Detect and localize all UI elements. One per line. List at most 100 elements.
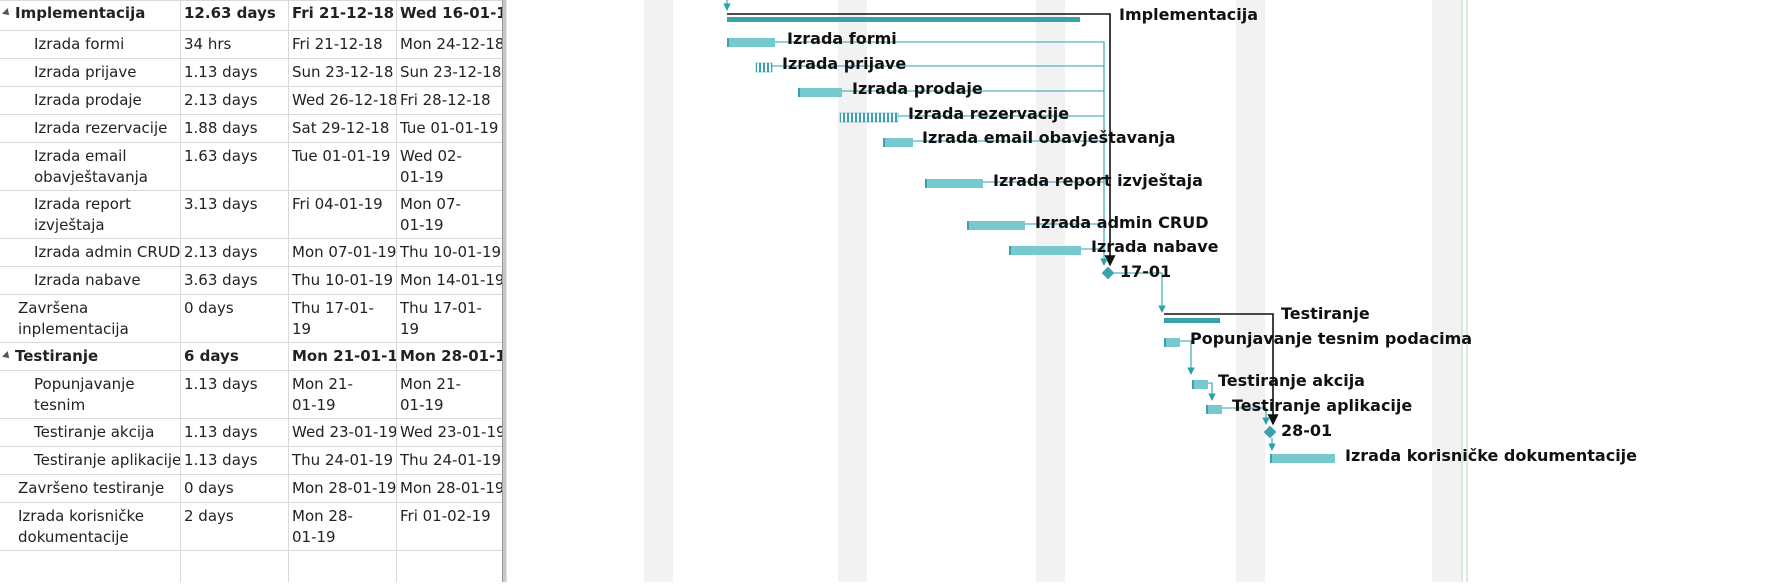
task-duration[interactable]: 12.63 days [180,0,288,30]
empty-cell[interactable] [288,551,396,582]
task-start[interactable]: Mon 07-01-19 [288,239,396,266]
task-finish[interactable]: Wed 16-01-19 [396,0,502,30]
task-duration[interactable]: 1.88 days [180,115,288,142]
task-duration[interactable]: 0 days [180,475,288,502]
task-start[interactable]: Sun 23-12-18 [288,59,396,86]
task-start[interactable]: Tue 01-01-19 [288,143,396,190]
task-start[interactable]: Thu 10-01-19 [288,267,396,294]
task-duration[interactable]: 34 hrs [180,31,288,58]
task-name[interactable]: Izrada prijave [34,63,137,81]
task-bar-label[interactable]: 17-01 [1120,262,1171,281]
task-bar[interactable] [883,138,913,147]
empty-cell[interactable] [180,551,288,582]
task-bar-label[interactable]: Izrada korisničke dokumentacije [1345,446,1637,465]
task-name[interactable]: Izrada admin CRUD [34,243,180,261]
task-bar[interactable] [1192,380,1208,389]
task-name-cell[interactable]: Testiranje [0,343,180,370]
task-name-cell[interactable]: Implementacija [0,0,180,30]
task-name[interactable]: Izrada report izvještaja [34,195,131,234]
task-duration[interactable]: 6 days [180,343,288,370]
task-start[interactable]: Thu 17-01-19 [288,295,396,342]
task-row[interactable]: Izrada formi 34 hrs Fri 21-12-18 Mon 24-… [0,31,502,59]
task-bar-label[interactable]: Implementacija [1119,5,1258,24]
task-finish[interactable]: Wed 02-01-19 [396,143,468,190]
task-finish[interactable]: Thu 17-01-19 [396,295,502,342]
task-bar-edge[interactable] [1192,380,1194,389]
task-bar[interactable] [1009,246,1081,255]
task-row-testiranje[interactable] [0,0,502,1]
task-start[interactable]: Fri 04-01-19 [288,191,396,238]
task-bar[interactable] [727,38,775,47]
task-bar-edge[interactable] [883,138,885,147]
task-finish[interactable]: Mon 14-01-19 [396,267,502,294]
task-row[interactable]: Izrada report izvještaja 3.13 days Fri 0… [0,191,502,239]
task-bar-edge[interactable] [727,38,729,47]
task-bar-label[interactable]: Izrada formi [787,29,897,48]
task-row[interactable]: Testiranje akcija 1.13 days Wed 23-01-19… [0,419,502,447]
task-bar-edge[interactable] [1206,405,1208,414]
task-start[interactable]: Mon 28-01-19 [288,475,396,502]
task-bar[interactable] [925,179,983,188]
task-start[interactable]: Thu 24-01-19 [288,447,396,474]
task-bar-label[interactable]: Izrada admin CRUD [1035,213,1208,232]
task-row[interactable]: Popunjavanje tesnim podacima 1.13 days M… [0,371,502,419]
task-duration[interactable]: 3.13 days [180,191,288,238]
task-bar-label[interactable]: Izrada report izvještaja [993,171,1203,190]
task-duration[interactable]: 1.13 days [180,59,288,86]
task-row[interactable]: Izrada korisničke dokumentacije 2 days M… [0,503,502,551]
task-name[interactable]: Izrada email obavještavanja [34,147,148,186]
task-bar-edge[interactable] [1270,454,1272,463]
task-row-milestone[interactable]: Završena inplementacija 0 days Thu 17-01… [0,295,502,343]
task-duration[interactable]: 1.13 days [180,371,288,418]
task-start[interactable]: Mon 28-01-19 [288,503,368,550]
task-duration[interactable]: 2.13 days [180,87,288,114]
milestone-diamond[interactable] [1101,266,1115,280]
task-name[interactable]: Testiranje akcija [34,423,155,441]
task-start[interactable]: Mon 21-01-19 [288,371,368,418]
task-row[interactable]: Izrada admin CRUD 2.13 days Mon 07-01-19… [0,239,502,267]
task-row-implementacija[interactable]: Implementacija 12.63 days Fri 21-12-18 W… [0,0,502,31]
task-finish[interactable]: Mon 28-01-19 [396,475,502,502]
task-bar-label[interactable]: Izrada prodaje [852,79,983,98]
task-bar[interactable] [1270,454,1335,463]
gantt-bars[interactable]: Implementacija Izrada formi Izrada prijave… [727,5,1637,465]
task-name[interactable]: Izrada korisničke dokumentacije [18,507,144,546]
task-duration[interactable]: 2 days [180,503,288,550]
summary-bar[interactable] [727,17,1080,22]
task-row[interactable]: Izrada rezervacije 1.88 days Sat 29-12-1… [0,115,502,143]
task-finish[interactable]: Thu 10-01-19 [396,239,502,266]
task-name[interactable]: Popunjavanje tesnim podacima [34,375,135,418]
task-name[interactable]: Završeno testiranje [18,479,165,497]
summary-bar[interactable] [1164,318,1220,323]
collapse-arrow-icon[interactable] [2,8,12,18]
task-finish[interactable]: Tue 01-01-19 [396,115,502,142]
task-finish[interactable]: Mon 24-12-18 [396,31,502,58]
task-duration[interactable]: 1.13 days [180,447,288,474]
task-name[interactable]: Izrada prodaje [34,91,142,109]
task-bar-edge[interactable] [967,221,969,230]
task-name[interactable]: Izrada nabave [34,271,141,289]
task-bar-edge[interactable] [798,88,800,97]
task-bar-edge[interactable] [925,179,927,188]
task-bar[interactable] [1164,338,1180,347]
task-row-testiranje[interactable]: Testiranje 6 days Mon 21-01-19 Mon 28-01… [0,343,502,371]
task-name[interactable]: Izrada rezervacije [34,119,168,137]
task-finish[interactable]: Sun 23-12-18 [396,59,502,86]
task-bar[interactable] [1206,405,1222,414]
task-duration[interactable]: 1.63 days [180,143,288,190]
task-finish[interactable]: Mon 07-01-19 [396,191,468,238]
task-bar-label[interactable]: Izrada nabave [1091,237,1219,256]
collapse-arrow-icon[interactable] [2,351,12,361]
task-start[interactable]: Mon 21-01-19 [288,343,396,370]
task-duration[interactable]: 3.63 days [180,267,288,294]
task-finish[interactable]: Thu 24-01-19 [396,447,502,474]
task-bar-label[interactable]: Testiranje aplikacije [1232,396,1412,415]
task-bar[interactable] [798,88,842,97]
task-duration[interactable]: 0 days [180,295,288,342]
task-start[interactable]: Wed 26-12-18 [288,87,396,114]
task-bar-label[interactable]: Izrada rezervacije [908,104,1069,123]
task-bar-label[interactable]: 28-01 [1281,421,1332,440]
task-start[interactable]: Sat 29-12-18 [288,115,396,142]
empty-cell[interactable] [396,551,502,582]
task-bar[interactable] [967,221,1025,230]
